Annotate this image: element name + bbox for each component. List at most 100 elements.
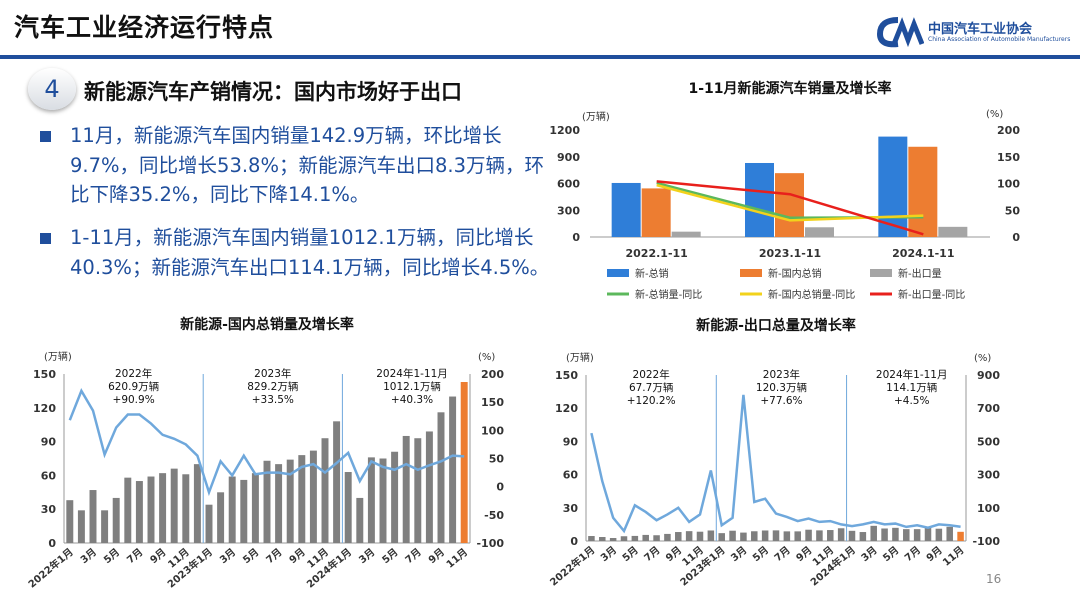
y-tick-label: 90 — [41, 436, 57, 449]
bar-month — [729, 530, 736, 541]
x-tick-label: 9月 — [148, 546, 169, 566]
bar-month — [599, 537, 606, 541]
bar-month — [946, 526, 953, 541]
bar-month — [193, 464, 201, 543]
y-tick-label: 600 — [557, 178, 580, 191]
y-tick-label: 150 — [555, 369, 578, 382]
bar-month — [870, 525, 877, 541]
annotation-value: 829.2万辆 — [247, 380, 298, 393]
bar-month — [827, 530, 834, 541]
bar-month — [147, 476, 155, 543]
x-tick-label: 5月 — [380, 546, 401, 566]
annotation-rate: +90.9% — [113, 394, 155, 406]
y2-axis-unit: (%) — [478, 352, 495, 363]
bar-month — [783, 531, 791, 541]
bar-month — [112, 497, 120, 543]
bar-month — [642, 534, 649, 541]
association-logo: 中国汽车工业协会 China Association of Automobile… — [876, 14, 1076, 54]
x-tick-label: 7月 — [772, 544, 793, 564]
x-tick-label: 7月 — [403, 546, 424, 566]
bar-month — [124, 477, 132, 543]
x-tick-label: 9月 — [287, 546, 308, 566]
bar-month — [935, 528, 943, 541]
bar-month — [805, 529, 812, 541]
bar-latest-month — [957, 531, 964, 541]
x-tick-label: 5月 — [241, 546, 262, 566]
annotation-rate: +77.6% — [760, 395, 802, 407]
bar-month — [159, 473, 167, 543]
y-tick-label: 60 — [563, 469, 579, 482]
growth-line-total — [656, 181, 924, 219]
x-tick-label: 2024年1月 — [304, 545, 354, 590]
bar-month — [170, 468, 178, 543]
y2-tick-label: 200 — [481, 368, 504, 381]
bar-month — [924, 527, 932, 541]
y2-tick-label: 50 — [489, 453, 505, 466]
bar-month — [402, 435, 410, 543]
bar-month — [344, 472, 352, 543]
bar-month — [837, 528, 845, 541]
bar-month — [425, 431, 433, 543]
x-tick-label: 3月 — [598, 544, 619, 564]
bar-month — [449, 396, 457, 543]
bar-month — [275, 464, 283, 543]
annotation-label: 2023年 — [763, 368, 800, 381]
bar-month — [77, 510, 85, 543]
x-tick-label: 9月 — [664, 544, 685, 564]
bar-month — [217, 492, 225, 543]
bullet-text: 1-11月，新能源汽车国内销量1012.1万辆，同比增长40.3%；新能源汽车出… — [70, 226, 550, 279]
bar-month — [309, 450, 317, 543]
bar-month — [263, 460, 271, 543]
y-tick-label: 300 — [557, 204, 580, 217]
bar-month — [66, 500, 74, 543]
x-tick-label: 7月 — [264, 546, 285, 566]
y2-tick-label: 700 — [977, 402, 1000, 415]
x-tick-label: 2022年1月 — [547, 543, 597, 588]
bar-export — [805, 227, 834, 237]
x-tick-label: 7月 — [902, 544, 923, 564]
legend-swatch — [740, 269, 762, 277]
bar-total — [878, 136, 908, 237]
bar-month — [321, 438, 329, 543]
y2-tick-label: -100 — [972, 535, 1000, 548]
bar-month — [751, 531, 758, 541]
annotation-value: 620.9万辆 — [108, 380, 159, 393]
bar-month — [772, 530, 780, 541]
y-axis-unit: (万辆) — [566, 351, 594, 364]
bar-export — [671, 231, 701, 237]
y-tick-label: 150 — [33, 368, 56, 381]
bar-month — [664, 533, 671, 541]
y2-axis-unit: (%) — [974, 353, 991, 364]
cm-logo-icon — [876, 17, 925, 48]
legend-label: 新-总销量-同比 — [635, 288, 702, 301]
x-tick-label: 3月 — [859, 544, 880, 564]
bar-month — [859, 532, 867, 541]
bar-month — [881, 528, 888, 541]
y-tick-label: 120 — [555, 402, 578, 415]
x-tick-label: 11月 — [810, 544, 836, 569]
x-tick-label: 9月 — [924, 544, 945, 564]
y2-tick-label: 0 — [496, 481, 504, 494]
x-tick-label: 3月 — [78, 546, 99, 566]
bar-month — [228, 476, 236, 543]
bar-month — [437, 412, 445, 543]
bullet-square-icon — [40, 233, 51, 244]
bar-month — [816, 530, 823, 541]
y-tick-label: 30 — [41, 503, 57, 516]
y-tick-label: 0 — [572, 231, 580, 244]
bar-domestic — [908, 146, 938, 237]
growth-rate-line — [590, 394, 961, 534]
bar-month — [588, 536, 595, 541]
chart-title: 新能源-国内总销量及增长率 — [180, 316, 354, 333]
x-tick-label: 2022.1-11 — [626, 247, 688, 260]
annotation-label: 2024年1-11月 — [876, 368, 948, 381]
y2-tick-label: 0 — [1012, 231, 1020, 244]
y-tick-label: 90 — [563, 435, 579, 448]
legend-label: 新-出口量-同比 — [898, 288, 965, 301]
y-axis-unit: (万辆) — [582, 110, 610, 123]
annotation-rate: +4.5% — [894, 395, 929, 407]
bar-month — [135, 481, 143, 543]
bar-month — [286, 459, 294, 543]
bar-month — [101, 510, 109, 543]
x-tick-label: 2023年1月 — [165, 545, 215, 590]
